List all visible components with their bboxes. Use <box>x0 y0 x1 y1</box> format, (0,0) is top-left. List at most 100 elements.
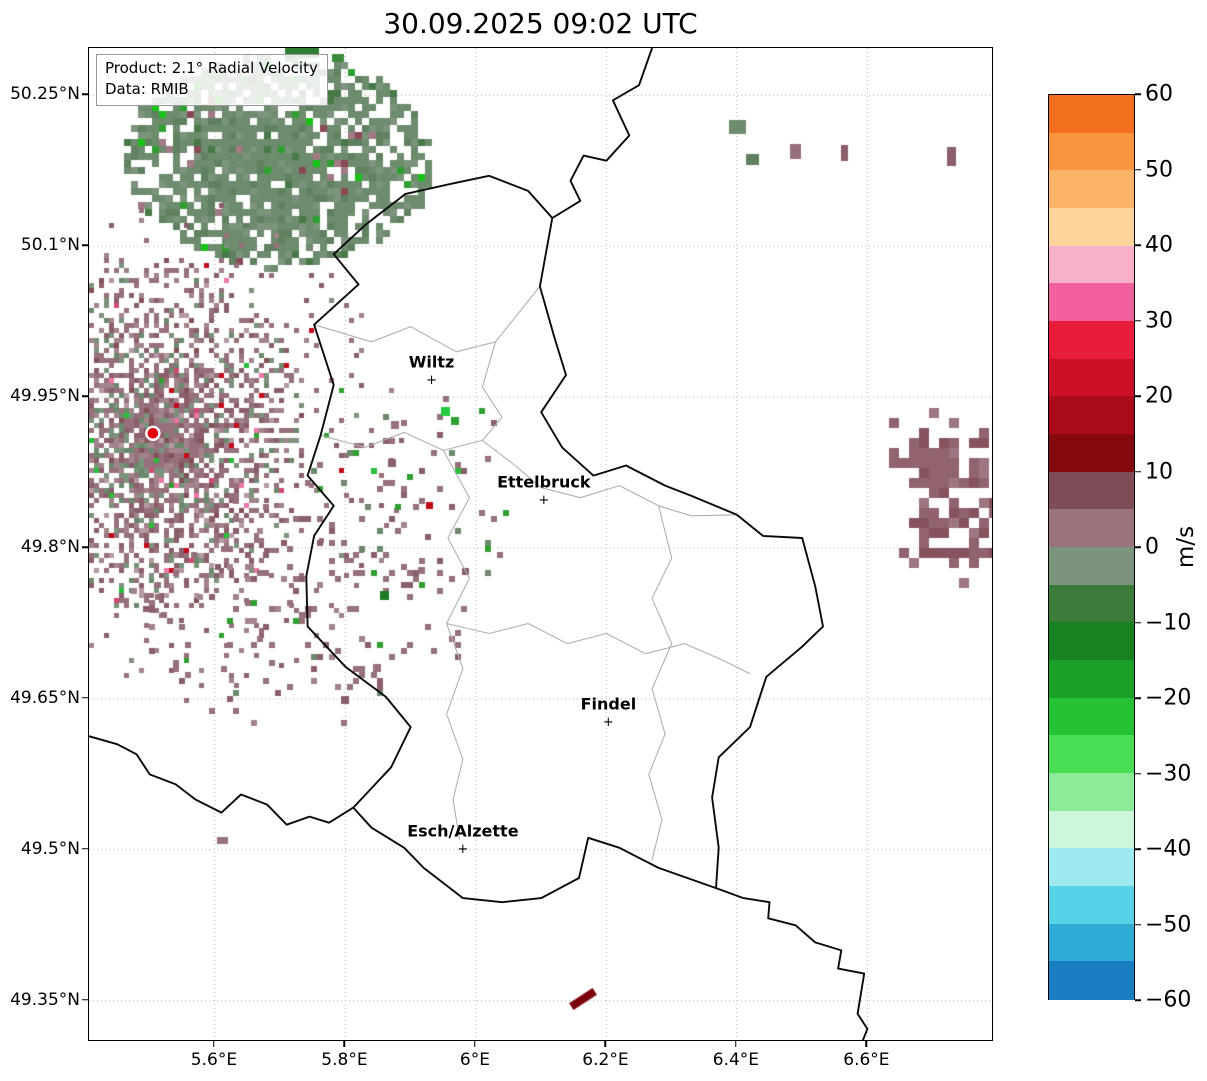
colorbar-band <box>1049 170 1134 209</box>
y-tick-mark <box>82 999 88 1001</box>
x-tick-label: 5.6°E <box>190 1050 238 1070</box>
colorbar-band <box>1049 547 1134 586</box>
district-border <box>648 505 673 861</box>
city-label: Wiltz <box>408 352 455 372</box>
district-border <box>442 450 470 840</box>
colorbar-band <box>1049 509 1134 548</box>
colorbar-band <box>1049 923 1134 962</box>
colorbar-band <box>1049 848 1134 887</box>
colorbar-band <box>1049 283 1134 322</box>
data-source-label: Data: RMIB <box>105 80 189 98</box>
x-tick-mark <box>343 1041 346 1047</box>
country-border-france-germany <box>715 887 869 1040</box>
country-border-france-belgium <box>89 735 354 826</box>
longitude-axis: 5.6°E 5.8°E 6°E 6.2°E 6.4°E 6.6°E <box>88 0 993 1081</box>
colorbar-tick-label: 0 <box>1145 534 1159 560</box>
colorbar-band <box>1049 208 1134 247</box>
district-border <box>541 485 737 517</box>
y-tick-label: 49.5°N <box>20 838 80 859</box>
colorbar-band <box>1049 245 1134 284</box>
colorbar-tick-mark <box>1135 395 1141 397</box>
city-label: Esch/Alzette <box>407 821 519 841</box>
city-label: Ettelbruck <box>497 472 591 492</box>
product-label: Product: 2.1° Radial Velocity <box>105 59 318 77</box>
colorbar-band <box>1049 961 1134 1000</box>
colorbar-band <box>1049 471 1134 510</box>
colorbar-band <box>1049 132 1134 171</box>
colorbar-bands <box>1049 95 1134 1000</box>
x-tick-mark <box>474 1041 476 1047</box>
colorbar-tick-mark <box>1135 923 1141 926</box>
colorbar-tick-label: 60 <box>1145 81 1173 107</box>
x-tick-label: 6.6°E <box>843 1050 890 1070</box>
x-tick-label: 5.8°E <box>321 1050 368 1070</box>
colorbar-tick-label: −20 <box>1145 685 1192 711</box>
product-info-box: Product: 2.1° Radial Velocity Data: RMIB <box>96 54 328 106</box>
x-tick-mark <box>213 1041 215 1047</box>
y-tick-label: 50.1°N <box>20 235 80 256</box>
colorbar-tick-mark <box>1135 168 1141 171</box>
y-tick-mark <box>82 93 88 96</box>
colorbar-tick-mark <box>1135 319 1141 322</box>
radar-site-marker <box>145 425 161 441</box>
colorbar-band <box>1049 660 1134 699</box>
colorbar-band <box>1049 697 1134 736</box>
border-layer <box>89 48 869 1040</box>
colorbar-tick-label: 10 <box>1145 459 1173 484</box>
colorbar-tick-label: 30 <box>1145 308 1173 333</box>
colorbar-tick-mark <box>1135 848 1141 850</box>
y-tick-label: 49.35°N <box>10 989 80 1010</box>
colorbar-band <box>1049 358 1134 397</box>
colorbar-band <box>1049 886 1134 925</box>
colorbar-tick-label: 50 <box>1145 157 1173 182</box>
city-marker: + <box>538 492 550 508</box>
latitude-axis: 50.25°N 50.1°N 49.95°N 49.8°N 49.65°N 49.5°N 4… <box>0 0 88 1081</box>
colorbar-tick-mark <box>1135 697 1141 699</box>
city-marker: + <box>426 372 437 388</box>
colorbar-tick-label: 40 <box>1145 232 1173 258</box>
map-plot-area: + Wiltz + Ettelbruck + Findel + Esch/Alzette Pr… <box>88 47 993 1041</box>
colorbar-band <box>1049 622 1134 661</box>
colorbar-tick-label: −40 <box>1145 836 1192 862</box>
colorbar-band <box>1049 735 1134 774</box>
district-border <box>313 286 541 353</box>
colorbar-tick-label: −30 <box>1145 761 1192 786</box>
y-tick-label: 49.8°N <box>20 537 80 558</box>
x-tick-label: 6.4°E <box>712 1050 760 1070</box>
y-tick-label: 50.25°N <box>10 84 80 105</box>
colorbar-tick-mark <box>1135 93 1141 95</box>
country-border-belgium-germany <box>551 48 653 219</box>
country-border-luxembourg <box>305 174 824 904</box>
colorbar-band <box>1049 434 1134 473</box>
y-tick-mark <box>82 395 88 397</box>
city-marker: + <box>457 841 469 857</box>
district-border <box>481 341 503 441</box>
colorbar-band <box>1049 810 1134 849</box>
x-tick-mark <box>735 1041 737 1047</box>
colorbar-tick-label: −10 <box>1145 610 1192 635</box>
y-tick-mark <box>82 697 88 699</box>
colorbar-band <box>1049 396 1134 435</box>
colorbar-tick-label: −60 <box>1145 987 1192 1013</box>
colorbar-unit-label: m/s <box>1173 525 1199 569</box>
x-tick-mark <box>865 1041 868 1047</box>
colorbar-band <box>1049 773 1134 812</box>
colorbar-tick-label: 20 <box>1145 383 1173 409</box>
x-tick-label: 6°E <box>459 1050 490 1070</box>
y-tick-mark <box>82 244 88 246</box>
colorbar-tick-mark <box>1135 999 1141 1001</box>
colorbar <box>1048 94 1135 1000</box>
district-border <box>446 622 751 675</box>
colorbar-tick-mark <box>1135 470 1141 473</box>
y-tick-mark <box>82 848 88 850</box>
y-tick-label: 49.65°N <box>10 687 80 708</box>
colorbar-tick-mark <box>1135 244 1141 246</box>
figure-title: 30.09.2025 09:02 UTC <box>383 7 698 40</box>
x-tick-mark <box>604 1041 607 1047</box>
colorbar-band <box>1049 321 1134 360</box>
colorbar-tick-label: −50 <box>1145 912 1192 937</box>
colorbar-tick-mark <box>1135 621 1141 624</box>
colorbar-tick-mark <box>1135 546 1141 548</box>
y-tick-label: 49.95°N <box>10 386 80 407</box>
